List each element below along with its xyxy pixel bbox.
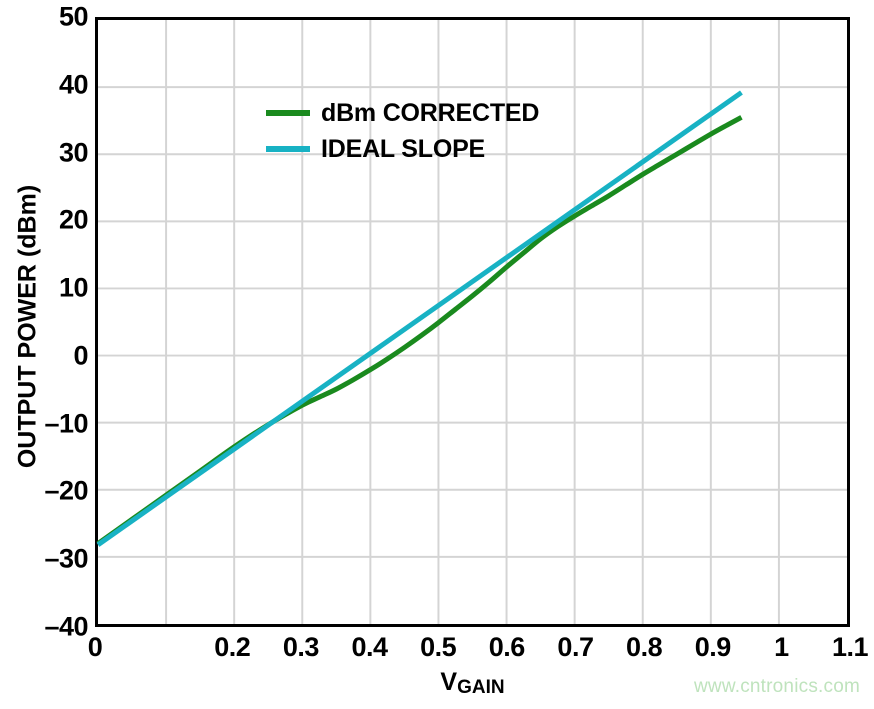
y-tick-label: 30 <box>58 137 89 168</box>
x-axis-title-subscript: GAIN <box>457 677 505 698</box>
x-tick-label: 0 <box>87 632 103 662</box>
legend-entry-0: dBm CORRECTED <box>266 98 539 128</box>
x-tick-label: 0.3 <box>282 632 320 662</box>
chart-legend: dBm CORRECTED IDEAL SLOPE <box>266 98 539 164</box>
x-tick-label: 0.9 <box>694 632 732 662</box>
x-axis-title: VGAIN <box>95 668 850 698</box>
x-tick-label: 0.2 <box>214 632 251 662</box>
y-tick-label: 50 <box>58 1 89 32</box>
plot-area: dBm CORRECTED IDEAL SLOPE <box>95 17 850 627</box>
x-tick-label: 0.8 <box>626 632 663 662</box>
x-tick-label: 0.4 <box>351 632 389 662</box>
y-tick-label: –40 <box>44 611 88 642</box>
series-line-1 <box>96 90 743 547</box>
y-tick-label: 40 <box>58 69 89 100</box>
x-axis-tick-labels: 0 0.2 0.3 0.4 0.5 0.6 0.7 0.8 0.9 1 1.1 <box>0 634 874 674</box>
y-tick-label: –10 <box>44 408 88 439</box>
legend-entry-1: IDEAL SLOPE <box>266 134 539 164</box>
legend-swatch-icon <box>266 110 310 116</box>
x-tick-label: 1.1 <box>831 632 869 662</box>
x-axis-title-main: V <box>440 668 458 696</box>
grid-lines <box>98 20 847 624</box>
data-series-layer <box>96 90 743 547</box>
y-tick-label: 10 <box>58 272 89 303</box>
y-tick-label: 20 <box>58 204 89 235</box>
x-tick-label: 0.7 <box>557 632 594 662</box>
y-tick-label: –20 <box>44 475 88 506</box>
y-axis-tick-labels: –40 –30 –20 –10 0 10 20 30 40 50 <box>0 0 88 709</box>
x-tick-label: 0.5 <box>420 632 457 662</box>
y-tick-label: –30 <box>44 543 88 574</box>
x-tick-label: 0.6 <box>488 632 526 662</box>
legend-label: dBm CORRECTED <box>321 98 540 127</box>
y-tick-label: 0 <box>73 340 88 371</box>
y-axis-title: OUTPUT POWER (dBm) <box>13 184 42 469</box>
watermark-text: www.cntronics.com <box>694 676 860 697</box>
x-tick-label: 1 <box>774 632 789 662</box>
legend-swatch-icon <box>266 146 310 152</box>
legend-label: IDEAL SLOPE <box>321 134 486 163</box>
